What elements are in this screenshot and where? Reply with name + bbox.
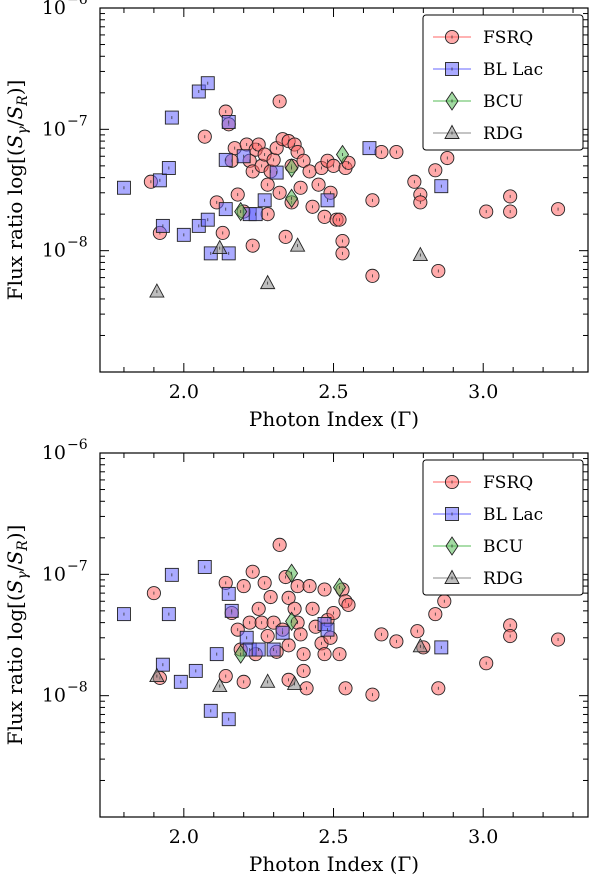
y-axis-label-part: / xyxy=(3,119,27,126)
series-bcu xyxy=(234,144,350,222)
y-axis-label-part: Flux ratio log[( xyxy=(3,148,27,300)
y-axis-label-part: R xyxy=(15,540,31,552)
x-tick-label: 3.0 xyxy=(468,826,498,848)
y-axis-label-part: S xyxy=(3,580,27,594)
y-axis-label: Flux ratio log[(Sγ/SR)] xyxy=(3,525,31,746)
x-tick-label: 2.5 xyxy=(318,826,348,848)
y-axis-label-part: R xyxy=(15,95,31,107)
legend-label: BCU xyxy=(483,92,523,112)
plot-frame xyxy=(99,7,589,373)
x-tick-label: 2.0 xyxy=(169,826,199,848)
y-axis-label-part: )] xyxy=(3,80,27,96)
series-fsrq xyxy=(143,94,566,283)
y-tick-exponent: −6 xyxy=(67,0,88,8)
x-tick-label: 3.0 xyxy=(468,381,498,403)
y-tick-exponent: −7 xyxy=(67,558,88,574)
series-rdg xyxy=(149,637,429,693)
y-axis-label-part: / xyxy=(3,564,27,571)
legend-label: RDG xyxy=(483,569,523,589)
y-tick-exponent: −8 xyxy=(67,235,88,251)
legend: FSRQ BL Lac BCU RDG xyxy=(422,459,584,596)
y-axis-label-part: γ xyxy=(15,126,31,135)
x-axis-label: Photon Index (Γ) xyxy=(249,852,419,876)
legend-frame xyxy=(422,14,584,151)
y-tick-exponent: −6 xyxy=(67,437,88,453)
y-tick-label: 10 xyxy=(42,0,66,19)
y-axis-label-part: S xyxy=(3,551,27,565)
y-tick-label: 10 xyxy=(42,685,66,707)
legend-label: BL Lac xyxy=(483,505,543,525)
legend-label: BL Lac xyxy=(483,60,543,80)
legend-label: FSRQ xyxy=(483,28,533,48)
y-axis-label-part: S xyxy=(3,135,27,149)
legend-label: FSRQ xyxy=(483,473,533,493)
legend-label: BCU xyxy=(483,537,523,557)
y-axis-label-part: γ xyxy=(15,571,31,580)
series-bl-lac xyxy=(117,76,449,261)
y-axis-label: Flux ratio log[(Sγ/SR)] xyxy=(3,80,31,301)
y-tick-label: 10 xyxy=(42,563,66,585)
y-axis-label-part: S xyxy=(3,106,27,120)
y-tick-label: 10 xyxy=(42,442,66,464)
y-tick-label: 10 xyxy=(42,240,66,262)
legend-label: RDG xyxy=(483,124,523,144)
series-rdg xyxy=(149,237,429,298)
plot-frame xyxy=(99,452,589,818)
x-tick-label: 2.5 xyxy=(318,381,348,403)
y-axis-label-part: )] xyxy=(3,525,27,541)
legend: FSRQ BL Lac BCU RDG xyxy=(422,14,584,151)
y-axis-label-part: Flux ratio log[( xyxy=(3,593,27,745)
x-axis-label: Photon Index (Γ) xyxy=(249,407,419,431)
series-bl-lac xyxy=(117,560,449,727)
legend-frame xyxy=(422,459,584,596)
x-tick-label: 2.0 xyxy=(169,381,199,403)
series-bcu xyxy=(234,563,347,664)
y-tick-label: 10 xyxy=(42,118,66,140)
y-tick-exponent: −8 xyxy=(67,680,88,696)
y-tick-exponent: −7 xyxy=(67,113,88,129)
